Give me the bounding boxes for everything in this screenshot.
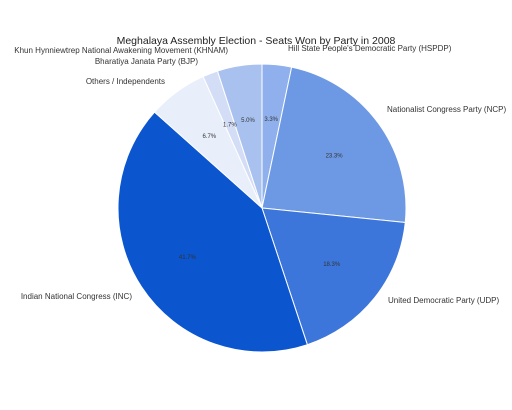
percent-label: 41.7% (179, 255, 197, 261)
slice-label: Bharatiya Janata Party (BJP) (95, 57, 198, 66)
pie-slice-indian-national-congress-inc (117, 111, 308, 353)
pie-slice-nationalist-congress-party-ncp (261, 66, 407, 223)
percent-label: 1.7% (223, 123, 237, 129)
slice-label: Hill State People's Democratic Party (HS… (288, 44, 452, 53)
slice-label: Others / Independents (86, 77, 165, 86)
percent-label: 3.3% (264, 117, 278, 123)
slice-label: Indian National Congress (INC) (21, 292, 132, 301)
pie-slice-khun-hynniewtrep-national-awakening-movement-khnam (216, 63, 263, 209)
percent-label: 5.0% (241, 118, 255, 124)
percent-label: 23.3% (326, 153, 344, 159)
slice-label: Nationalist Congress Party (NCP) (387, 105, 506, 114)
percent-labels: 3.3% 23.3% 18.3% 41.7% 6.7% 1.7% 5.0% (179, 117, 343, 268)
slice-label: Khun Hynniewtrep National Awakening Move… (14, 46, 228, 55)
pie-slice-united-democratic-party-udp (261, 207, 406, 346)
slice-labels: Hill State People's Democratic Party (HS… (14, 44, 506, 305)
percent-label: 18.3% (323, 262, 341, 268)
slice-label: United Democratic Party (UDP) (388, 296, 499, 305)
percent-label: 6.7% (202, 134, 216, 140)
pie-slices (117, 63, 407, 353)
chart-title: Meghalaya Assembly Election - Seats Won … (117, 35, 396, 47)
